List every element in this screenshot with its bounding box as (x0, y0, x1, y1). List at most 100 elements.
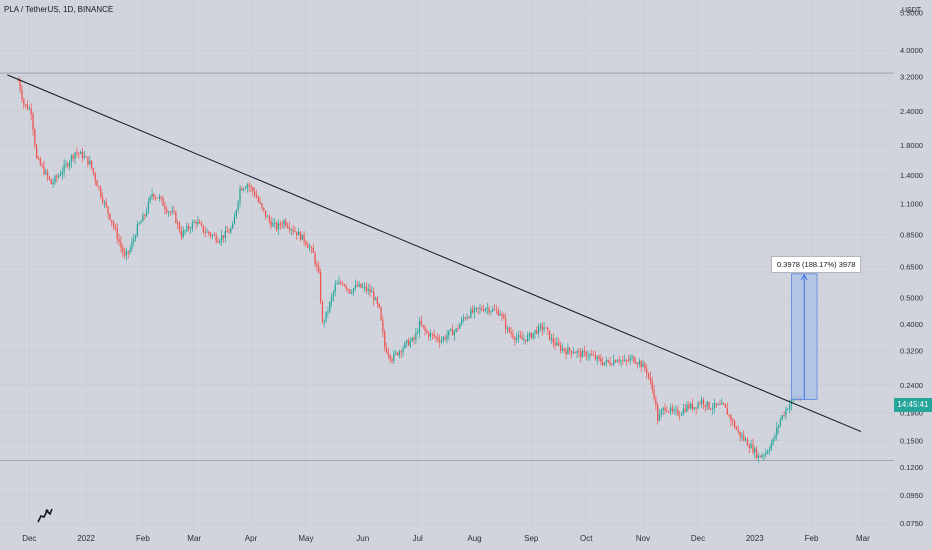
candle-body (618, 360, 620, 362)
candle-body (776, 427, 778, 436)
candle-body (286, 225, 289, 228)
candle-body (125, 251, 128, 256)
trendline-segment (7, 74, 862, 433)
time-tick-label: Dec (691, 534, 705, 543)
candle-body (660, 410, 662, 414)
time-tick-label: 2023 (746, 534, 764, 543)
candle-body (570, 350, 573, 354)
candle-body (296, 231, 298, 236)
candle-body (785, 409, 787, 416)
candle-body (668, 411, 670, 413)
candle-body (127, 251, 129, 253)
candle-body (440, 340, 443, 342)
candle-body (266, 216, 269, 218)
candle-body (233, 216, 236, 225)
candle-body (711, 408, 714, 410)
price-tick-label: 0.5000 (900, 294, 923, 303)
candle-body (92, 168, 95, 174)
candle-body (153, 193, 155, 198)
candle-body (521, 336, 523, 340)
candle-body (497, 310, 499, 316)
candle-body (32, 114, 34, 130)
candle-body (446, 335, 448, 339)
candle-body (481, 308, 483, 310)
candle-body (151, 193, 153, 197)
candle-body (307, 244, 309, 248)
candle-body (184, 230, 186, 232)
candle-body (290, 229, 292, 231)
time-tick-label: Apr (245, 534, 258, 543)
candle-body (649, 376, 651, 382)
candle-body (26, 104, 29, 110)
candle-body (763, 455, 765, 456)
candle-body (512, 333, 514, 338)
candle-body (666, 409, 668, 412)
trendline[interactable] (7, 74, 862, 433)
candle-body (552, 338, 554, 343)
time-tick-label: Sep (524, 534, 539, 543)
candle-body (123, 252, 126, 256)
candle-body (605, 359, 608, 363)
candle-body (393, 353, 395, 362)
candle-body (232, 224, 234, 229)
horizontal-levels[interactable] (0, 72, 894, 461)
candle-body (334, 284, 336, 292)
candle-body (371, 291, 373, 293)
candle-body (578, 351, 580, 353)
candle-body (536, 330, 538, 334)
candle-body (559, 345, 562, 351)
candle-body (398, 351, 401, 356)
candle-body (87, 156, 89, 165)
candle-body (708, 401, 710, 409)
candle-body (112, 222, 115, 227)
candle-body (450, 329, 452, 331)
candle-body (347, 288, 349, 290)
candle-body (526, 335, 529, 342)
candle-body (380, 307, 382, 321)
candle-body (81, 151, 84, 159)
candle-body (134, 236, 137, 239)
candle-body (182, 230, 184, 237)
candle-body (572, 352, 575, 354)
candle-body (230, 228, 232, 233)
candle-body (770, 443, 772, 450)
candle-body (103, 202, 106, 203)
candle-body (744, 439, 747, 441)
candle-body (783, 415, 785, 416)
candle-body (164, 205, 166, 210)
candle-body (490, 311, 492, 313)
candle-body (523, 339, 525, 341)
time-axis[interactable]: Dec 2022 Feb Mar Apr May Jun Jul Aug Sep Oct Nov Dec… (22, 534, 870, 543)
candle-body (352, 288, 355, 293)
candle-body (144, 214, 146, 216)
candle-body (651, 381, 653, 390)
candle-body (325, 311, 327, 322)
candle-body (735, 427, 738, 430)
candle-body (602, 362, 604, 365)
candle-body (717, 404, 719, 406)
tradingview-logo-icon[interactable] (35, 505, 55, 525)
candle-body (404, 342, 406, 349)
candle-body (63, 164, 65, 172)
candle-body (35, 145, 38, 158)
candle-body (270, 221, 272, 227)
price-range-measure[interactable] (791, 273, 818, 400)
candle-body (754, 448, 756, 453)
candle-body (277, 223, 280, 230)
time-tick-label: Dec (22, 534, 36, 543)
candle-body (629, 357, 631, 361)
candle-body (177, 222, 179, 224)
candle-body (625, 359, 628, 361)
last-price-tag: 14:45:41 (894, 398, 932, 412)
candle-body (213, 234, 215, 236)
candle-body (669, 407, 672, 412)
candle-body (774, 435, 776, 439)
price-tick-label: 0.4000 (900, 320, 923, 329)
candle-body (657, 404, 659, 421)
candle-body (710, 408, 712, 410)
price-axis[interactable]: 5.5000 4.0000 3.2000 2.4000 1.8000 1.4000 1.10… (900, 8, 923, 528)
candle-body (319, 272, 322, 303)
candle-body (565, 350, 567, 355)
candle-body (400, 351, 402, 353)
